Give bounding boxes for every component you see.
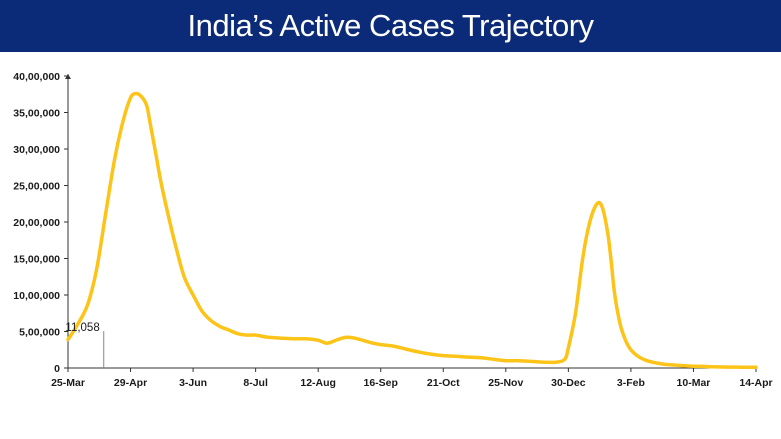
y-tick-label: 10,00,000: [13, 290, 60, 302]
y-tick-label: 0: [54, 363, 60, 375]
x-tick-label: 30-Dec: [551, 377, 586, 389]
y-tick-label: 25,00,000: [13, 181, 60, 193]
x-tick-label: 12-Aug: [300, 377, 336, 389]
active-cases-series-line: [66, 91, 758, 369]
y-axis: 0 5,00,000 10,00,000 15,00,000 20,00,000 25,0…: [13, 71, 71, 375]
y-tick-label: 30,00,000: [13, 144, 60, 156]
x-tick-label: 10-Mar: [677, 377, 711, 389]
series-layer: [66, 91, 758, 369]
x-tick-label: 25-Nov: [488, 377, 523, 389]
x-tick-label: 21-Oct: [427, 377, 460, 389]
y-tick-label: 35,00,000: [13, 108, 60, 120]
x-tick-label: 3-Jun: [179, 377, 207, 389]
y-tick-label: 40,00,000: [13, 71, 60, 83]
title-banner: India’s Active Cases Trajectory: [0, 0, 781, 52]
x-tick-label: 25-Mar: [51, 377, 85, 389]
x-tick-label: 29-Apr: [114, 377, 147, 389]
active-cases-line-chart: 0 5,00,000 10,00,000 15,00,000 20,00,000 25,0…: [13, 71, 773, 389]
x-tick-label: 14-Apr: [739, 377, 772, 389]
x-tick-label: 8-Jul: [243, 377, 268, 389]
x-axis: 25-Mar 29-Apr 3-Jun 8-Jul 12-Aug 16-Sep 21-Oct…: [51, 367, 773, 389]
y-tick-label: 5,00,000: [19, 327, 60, 339]
x-tick-label: 16-Sep: [364, 377, 398, 389]
annotation-layer: 11,058: [65, 322, 105, 368]
annotation-label: 11,058: [65, 322, 99, 334]
y-tick-label: 15,00,000: [13, 254, 60, 266]
y-tick-label: 20,00,000: [13, 217, 60, 229]
x-tick-label: 3-Feb: [617, 377, 645, 389]
chart-title: India’s Active Cases Trajectory: [187, 8, 594, 43]
